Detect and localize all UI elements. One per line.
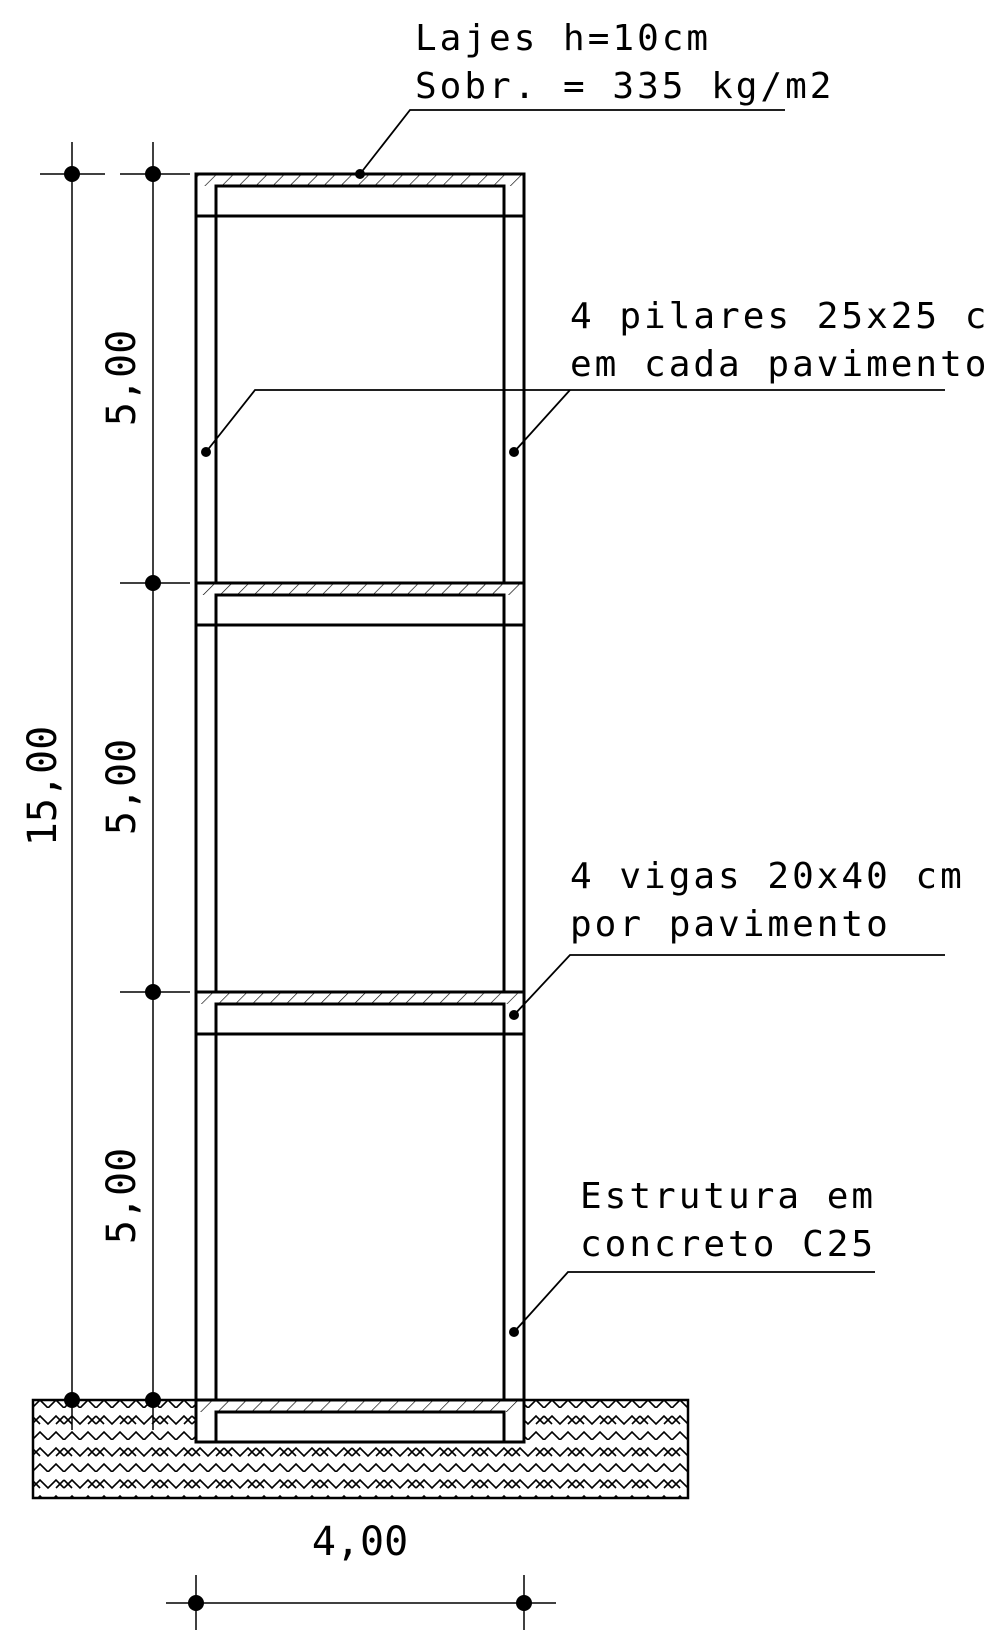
columns	[194, 172, 526, 1442]
columns-note-line2: em cada pavimento	[570, 344, 989, 385]
floor-height-label-top: 5,00	[99, 330, 145, 426]
material-note-line2: concreto C25	[580, 1224, 876, 1265]
beams-leader	[513, 954, 945, 1016]
beams-note-line2: por pavimento	[570, 904, 891, 945]
floor-height-label-middle: 5,00	[99, 739, 145, 835]
columns-note-line1: 4 pilares 25x25 cm	[570, 296, 991, 337]
leader-lines	[205, 109, 945, 1333]
floor-height-label-bottom: 5,00	[99, 1148, 145, 1244]
dimension-dots	[64, 166, 532, 1611]
material-leader	[513, 1271, 875, 1333]
slab-note-line2: Sobr. = 335 kg/m2	[415, 66, 834, 107]
slab-roof	[194, 172, 526, 218]
slab-leader	[359, 109, 785, 175]
beams-note-line1: 4 vigas 20x40 cm	[570, 856, 965, 897]
left-column	[194, 172, 218, 1442]
floor-slabs	[194, 172, 526, 1444]
slab-note-line1: Lajes h=10cm	[415, 18, 711, 59]
total-height-label: 15,00	[20, 726, 66, 846]
material-note-line1: Estrutura em	[580, 1176, 876, 1217]
horizontal-dimension	[166, 1575, 556, 1630]
right-column	[502, 172, 526, 1442]
slab-level-1	[194, 990, 526, 1036]
slab-level-2	[194, 581, 526, 627]
columns-leader-right	[513, 389, 571, 453]
width-label: 4,00	[312, 1519, 408, 1565]
columns-leader-left	[205, 389, 945, 453]
slab-ground	[194, 1398, 526, 1444]
leader-dots	[201, 169, 519, 1337]
